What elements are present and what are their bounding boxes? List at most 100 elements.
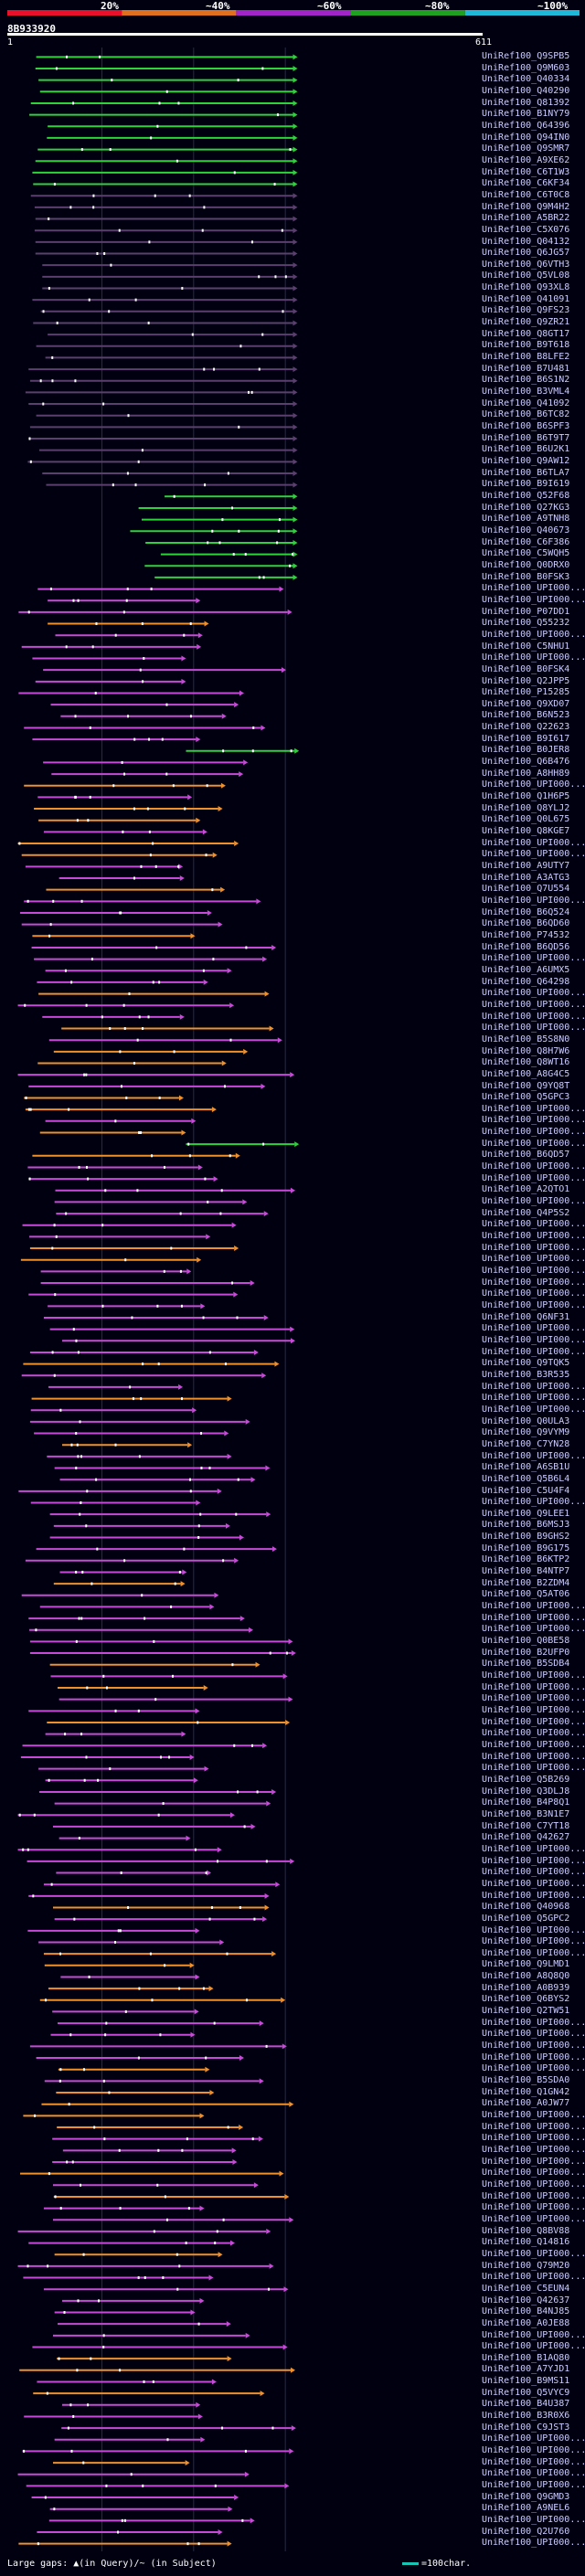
- hit-label[interactable]: UniRef100_C6T1W3: [482, 166, 570, 177]
- hit-label[interactable]: UniRef100_UPI000...: [482, 2144, 585, 2155]
- hit-label[interactable]: UniRef100_Q41091: [482, 293, 570, 304]
- hit-label[interactable]: UniRef100_B4NJ85: [482, 2306, 570, 2317]
- hit-label[interactable]: UniRef100_UPI000...: [482, 2133, 585, 2144]
- hit-label[interactable]: UniRef100_B2ZDM4: [482, 1577, 570, 1588]
- hit-label[interactable]: UniRef100_B0FSK3: [482, 571, 570, 582]
- hit-label[interactable]: UniRef100_A8HH89: [482, 768, 570, 779]
- hit-label[interactable]: UniRef100_A2QTO1: [482, 1184, 570, 1195]
- hit-label[interactable]: UniRef100_UPI000...: [482, 2051, 585, 2062]
- hit-label[interactable]: UniRef100_B6N523: [482, 710, 570, 721]
- hit-label[interactable]: UniRef100_UPI000...: [482, 594, 585, 605]
- hit-label[interactable]: UniRef100_B3VML4: [482, 387, 570, 398]
- hit-label[interactable]: UniRef100_UPI000...: [482, 1612, 585, 1623]
- hit-label[interactable]: UniRef100_UPI000...: [482, 1601, 585, 1612]
- hit-label[interactable]: UniRef100_A0B939: [482, 1982, 570, 1993]
- hit-label[interactable]: UniRef100_UPI000...: [482, 2456, 585, 2467]
- hit-label[interactable]: UniRef100_B4NTP7: [482, 1566, 570, 1577]
- hit-label[interactable]: UniRef100_UPI000...: [482, 1138, 585, 1149]
- hit-label[interactable]: UniRef100_UPI000...: [482, 1323, 585, 1334]
- hit-label[interactable]: UniRef100_UPI000...: [482, 1393, 585, 1404]
- hit-label[interactable]: UniRef100_UPI000...: [482, 2029, 585, 2040]
- hit-label[interactable]: UniRef100_Q4P5S2: [482, 1207, 570, 1218]
- hit-label[interactable]: UniRef100_UPI000...: [482, 1161, 585, 1172]
- hit-label[interactable]: UniRef100_UPI000...: [482, 1254, 585, 1265]
- hit-label[interactable]: UniRef100_Q8GT17: [482, 328, 570, 339]
- hit-label[interactable]: UniRef100_UPI000...: [482, 1172, 585, 1183]
- hit-label[interactable]: UniRef100_C5EUN4: [482, 2283, 570, 2294]
- hit-label[interactable]: UniRef100_Q5AT06: [482, 1589, 570, 1600]
- hit-label[interactable]: UniRef100_UPI000...: [482, 1751, 585, 1762]
- hit-label[interactable]: UniRef100_UPI000...: [482, 1867, 585, 1878]
- hit-label[interactable]: UniRef100_Q81392: [482, 97, 570, 108]
- hit-label[interactable]: UniRef100_A8G4C5: [482, 1068, 570, 1079]
- hit-label[interactable]: UniRef100_B3R0X6: [482, 2411, 570, 2422]
- hit-label[interactable]: UniRef100_B3N1E7: [482, 1808, 570, 1819]
- hit-label[interactable]: UniRef100_Q40334: [482, 74, 570, 85]
- hit-label[interactable]: UniRef100_UPI000...: [482, 2445, 585, 2456]
- hit-label[interactable]: UniRef100_UPI000...: [482, 2433, 585, 2444]
- hit-label[interactable]: UniRef100_A9NEL6: [482, 2503, 570, 2514]
- hit-label[interactable]: UniRef100_B6TLA7: [482, 467, 570, 478]
- hit-label[interactable]: UniRef100_UPI000...: [482, 2272, 585, 2283]
- hit-label[interactable]: UniRef100_UPI000...: [482, 652, 585, 663]
- hit-label[interactable]: UniRef100_Q0DRX0: [482, 559, 570, 570]
- hit-label[interactable]: UniRef100_B9T618: [482, 340, 570, 351]
- hit-label[interactable]: UniRef100_Q6VTH3: [482, 259, 570, 270]
- hit-label[interactable]: UniRef100_UPI000...: [482, 2538, 585, 2549]
- hit-label[interactable]: UniRef100_Q0BE58: [482, 1636, 570, 1647]
- hit-label[interactable]: UniRef100_Q9XD07: [482, 698, 570, 709]
- hit-label[interactable]: UniRef100_UPI000...: [482, 1924, 585, 1935]
- hit-label[interactable]: UniRef100_UPI000...: [482, 2248, 585, 2259]
- hit-label[interactable]: UniRef100_UPI000...: [482, 1346, 585, 1357]
- hit-label[interactable]: UniRef100_UPI000...: [482, 1624, 585, 1635]
- hit-label[interactable]: UniRef100_UPI000...: [482, 1334, 585, 1345]
- hit-label[interactable]: UniRef100_UPI000...: [482, 1705, 585, 1715]
- hit-label[interactable]: UniRef100_B2UFP0: [482, 1647, 570, 1658]
- hit-label[interactable]: UniRef100_UPI000...: [482, 2515, 585, 2526]
- hit-label[interactable]: UniRef100_UPI000...: [482, 1127, 585, 1138]
- hit-label[interactable]: UniRef100_B6TC82: [482, 409, 570, 420]
- hit-label[interactable]: UniRef100_UPI000...: [482, 1878, 585, 1889]
- hit-label[interactable]: UniRef100_A6SB1U: [482, 1462, 570, 1473]
- hit-label[interactable]: UniRef100_UPI000...: [482, 2168, 585, 2178]
- hit-label[interactable]: UniRef100_P15285: [482, 687, 570, 698]
- hit-label[interactable]: UniRef100_A0JE88: [482, 2317, 570, 2328]
- hit-label[interactable]: UniRef100_Q8H7W6: [482, 1045, 570, 1056]
- hit-label[interactable]: UniRef100_Q55232: [482, 618, 570, 629]
- hit-label[interactable]: UniRef100_Q1GN42: [482, 2086, 570, 2097]
- hit-label[interactable]: UniRef100_Q1H6P5: [482, 791, 570, 802]
- hit-label[interactable]: UniRef100_B9I617: [482, 733, 570, 744]
- hit-label[interactable]: UniRef100_UPI000...: [482, 2202, 585, 2213]
- hit-label[interactable]: UniRef100_Q64396: [482, 120, 570, 131]
- hit-label[interactable]: UniRef100_Q8KGE7: [482, 826, 570, 837]
- hit-label[interactable]: UniRef100_A0JW77: [482, 2098, 570, 2109]
- hit-label[interactable]: UniRef100_Q52F68: [482, 490, 570, 501]
- hit-label[interactable]: UniRef100_B6QD56: [482, 941, 570, 952]
- hit-label[interactable]: UniRef100_UPI000...: [482, 2480, 585, 2491]
- hit-label[interactable]: UniRef100_B0FSK4: [482, 663, 570, 674]
- hit-label[interactable]: UniRef100_UPI000...: [482, 1739, 585, 1750]
- hit-label[interactable]: UniRef100_UPI000...: [482, 999, 585, 1010]
- hit-label[interactable]: UniRef100_UPI000...: [482, 1450, 585, 1461]
- hit-label[interactable]: UniRef100_B5SDB4: [482, 1659, 570, 1670]
- hit-label[interactable]: UniRef100_B6U2K1: [482, 444, 570, 455]
- hit-label[interactable]: UniRef100_Q8YLJ2: [482, 802, 570, 813]
- hit-label[interactable]: UniRef100_A9XE62: [482, 154, 570, 165]
- hit-label[interactable]: UniRef100_UPI000...: [482, 1242, 585, 1253]
- hit-label[interactable]: UniRef100_B5SDA0: [482, 2075, 570, 2086]
- hit-label[interactable]: UniRef100_C5X076: [482, 224, 570, 235]
- hit-label[interactable]: UniRef100_C5WQH5: [482, 548, 570, 559]
- hit-label[interactable]: UniRef100_UPI000...: [482, 629, 585, 640]
- hit-label[interactable]: UniRef100_C9JST3: [482, 2422, 570, 2433]
- hit-label[interactable]: UniRef100_B4P8Q1: [482, 1797, 570, 1808]
- hit-label[interactable]: UniRef100_Q41092: [482, 398, 570, 408]
- hit-label[interactable]: UniRef100_UPI000...: [482, 1381, 585, 1392]
- hit-label[interactable]: UniRef100_UPI000...: [482, 1947, 585, 1958]
- hit-label[interactable]: UniRef100_UPI000...: [482, 1681, 585, 1692]
- hit-label[interactable]: UniRef100_Q6NF31: [482, 1311, 570, 1322]
- hit-label[interactable]: UniRef100_C6F386: [482, 536, 570, 547]
- hit-label[interactable]: UniRef100_UPI000...: [482, 1497, 585, 1508]
- hit-label[interactable]: UniRef100_UPI000...: [482, 1300, 585, 1310]
- hit-label[interactable]: UniRef100_Q9M4H2: [482, 201, 570, 212]
- hit-label[interactable]: UniRef100_C5NHU1: [482, 641, 570, 652]
